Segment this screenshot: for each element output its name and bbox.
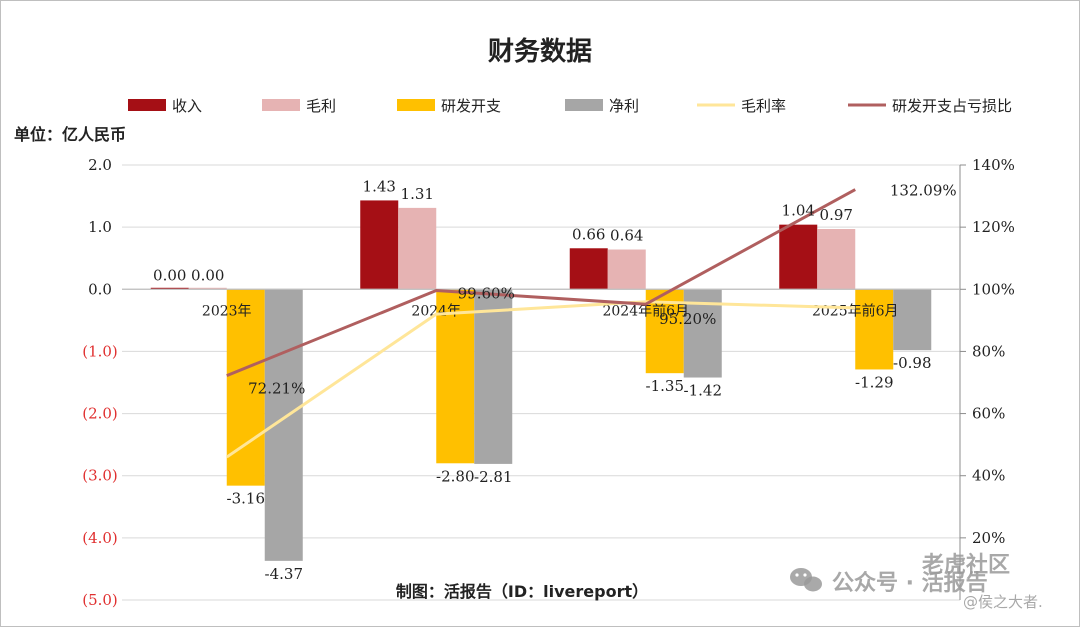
left-tick-label: 0.0 bbox=[88, 280, 112, 298]
credit-text: 制图：活报告（ID：livereport） bbox=[396, 582, 648, 601]
right-tick-label: 20% bbox=[972, 529, 1005, 547]
legend-swatch bbox=[397, 99, 435, 111]
left-tick-label: 1.0 bbox=[88, 218, 112, 236]
line-研发开支占亏损比 bbox=[226, 188, 856, 378]
legend-label: 研发开支占亏损比 bbox=[892, 97, 1012, 115]
bar-value-label: 0.00 bbox=[153, 266, 186, 284]
legend-swatch bbox=[128, 99, 166, 111]
bar-研发开支 bbox=[855, 289, 894, 370]
bar-净利 bbox=[264, 289, 303, 561]
left-tick-label: (2.0) bbox=[82, 405, 118, 423]
category-label: 2023年 bbox=[202, 303, 252, 319]
right-tick-label: 80% bbox=[972, 342, 1005, 360]
line-value-label: 72.21% bbox=[248, 380, 305, 398]
right-axis: 140% 120% 100% 80% 60% 40% 20% bbox=[959, 156, 1015, 600]
left-tick-label: (4.0) bbox=[82, 529, 118, 547]
legend-swatch bbox=[565, 99, 603, 111]
right-tick-label: 140% bbox=[972, 156, 1015, 174]
bar-value-label: 1.04 bbox=[782, 202, 815, 220]
bar-value-label: 0.64 bbox=[610, 227, 643, 245]
legend-swatch bbox=[262, 99, 300, 111]
watermark-author: @侯之大者. bbox=[963, 593, 1043, 611]
bar-value-label: 0.66 bbox=[572, 225, 605, 243]
bar-value-label: -1.42 bbox=[684, 382, 722, 400]
line-毛利率 bbox=[225, 300, 856, 459]
bar-value-label: -2.80 bbox=[436, 467, 474, 485]
lines bbox=[225, 188, 856, 459]
bar-value-label: 1.43 bbox=[363, 177, 396, 195]
right-tick-label: 120% bbox=[972, 218, 1015, 236]
bar-净利 bbox=[474, 289, 513, 464]
wechat-icon bbox=[790, 568, 822, 592]
bar-毛利 bbox=[188, 287, 227, 290]
bar-毛利 bbox=[817, 229, 856, 290]
legend-label: 毛利 bbox=[306, 97, 336, 115]
legend-label: 研发开支 bbox=[441, 97, 501, 115]
category-label: 2024年前6月 bbox=[602, 302, 689, 319]
watermark: 老虎社区 公众号 · 活报告 @侯之大者. bbox=[790, 552, 1043, 611]
bar-value-label: -4.37 bbox=[265, 565, 303, 583]
right-tick-label: 40% bbox=[972, 467, 1005, 485]
legend-label: 毛利率 bbox=[741, 97, 786, 115]
bar-value-label: -3.16 bbox=[227, 490, 265, 508]
bar-value-label: -0.98 bbox=[893, 354, 931, 372]
unit-label: 单位：亿人民币 bbox=[14, 125, 126, 144]
bar-毛利 bbox=[398, 207, 437, 290]
category-label: 2025年前6月 bbox=[812, 302, 899, 319]
bar-收入 bbox=[779, 224, 818, 290]
bar-value-label: 0.00 bbox=[191, 266, 224, 284]
bar-value-label: 0.97 bbox=[820, 206, 853, 224]
legend: 收入 毛利 研发开支 净利 毛利率 研发开支占亏损比 bbox=[128, 97, 1012, 115]
category-labels: 2023年 2024年 2024年前6月 2025年前6月 bbox=[202, 302, 899, 319]
watermark-community: 老虎社区 bbox=[921, 552, 1010, 578]
chart-title: 财务数据 bbox=[488, 37, 592, 67]
legend-label: 收入 bbox=[172, 97, 202, 115]
left-tick-label: 2.0 bbox=[88, 156, 112, 174]
left-tick-label: (1.0) bbox=[82, 342, 118, 360]
left-tick-label: (5.0) bbox=[82, 591, 118, 609]
bar-value-label: 1.31 bbox=[401, 185, 434, 203]
right-tick-label: 60% bbox=[972, 405, 1005, 423]
bar-收入 bbox=[150, 287, 189, 290]
legend-label: 净利 bbox=[609, 97, 639, 115]
bar-收入 bbox=[360, 200, 399, 290]
left-axis: 2.0 1.0 0.0 (1.0) (2.0) (3.0) (4.0) (5.0) bbox=[82, 156, 118, 609]
bar-净利 bbox=[893, 289, 932, 351]
watermark-wechat: 公众号 · 活报告 bbox=[832, 571, 988, 596]
line-value-label: 95.20% bbox=[659, 310, 716, 328]
left-tick-label: (3.0) bbox=[82, 467, 118, 485]
bar-value-label: -1.29 bbox=[855, 373, 893, 391]
bar-value-label: -2.81 bbox=[474, 468, 512, 486]
line-value-label: 99.60% bbox=[458, 285, 515, 303]
data-labels: 0.00 1.43 0.66 1.04 0.00 1.31 0.64 0.97 -3.16 -2.… bbox=[153, 177, 957, 582]
line-value-label: 132.09% bbox=[890, 182, 957, 200]
right-tick-label: 100% bbox=[972, 280, 1015, 298]
bar-value-label: -1.35 bbox=[646, 377, 684, 395]
bar-研发开支 bbox=[436, 289, 475, 464]
category-label: 2024年 bbox=[411, 303, 461, 319]
bar-收入 bbox=[569, 248, 608, 290]
bar-毛利 bbox=[607, 249, 646, 290]
